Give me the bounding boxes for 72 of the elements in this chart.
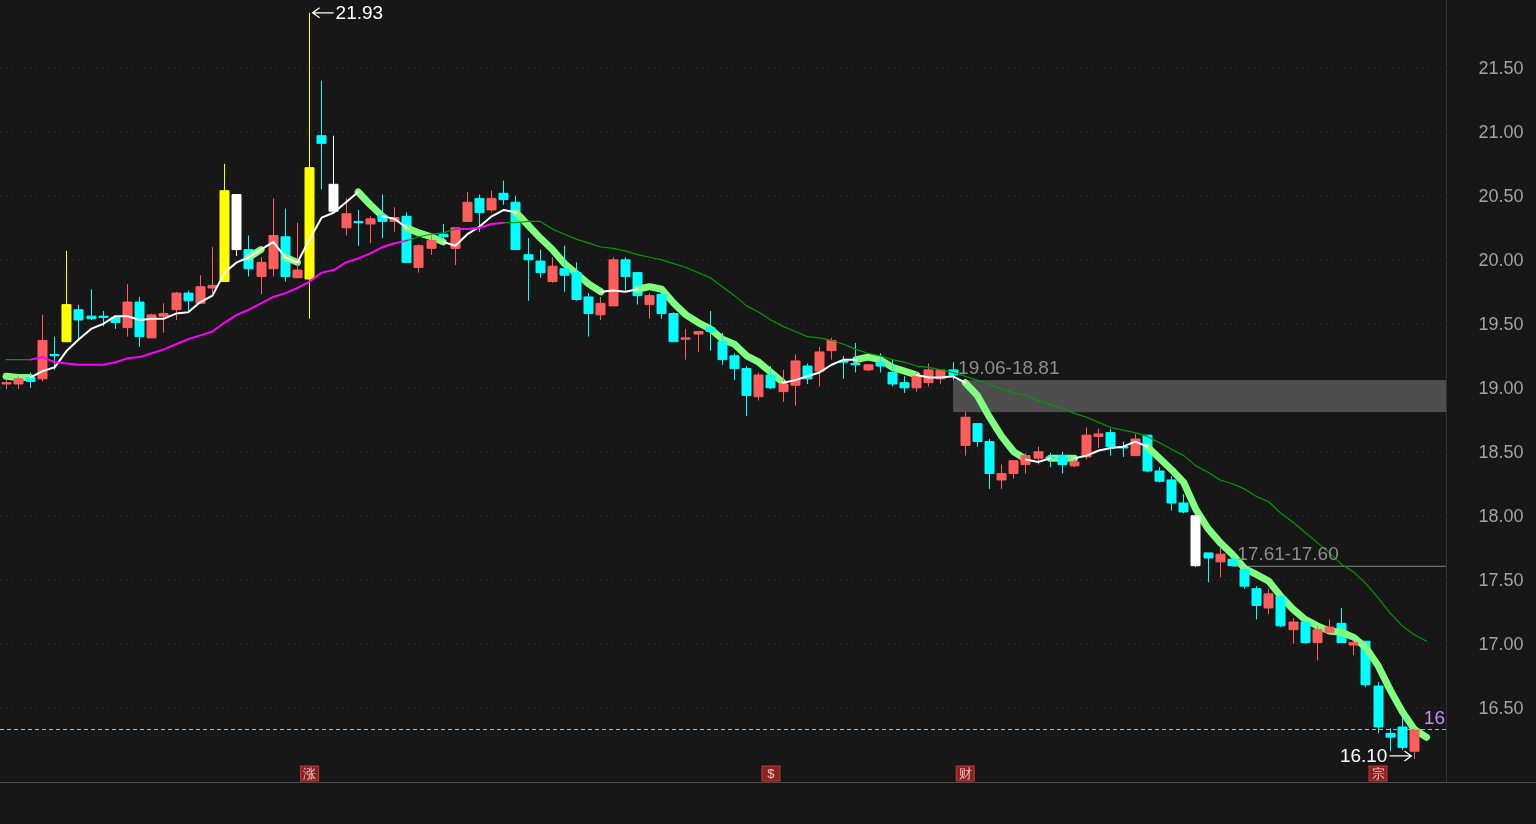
y-tick-label: 20.00: [1478, 249, 1524, 270]
candlestick: [474, 194, 485, 233]
candlestick: [644, 292, 655, 320]
candlestick: [73, 304, 84, 340]
candlestick: [1239, 566, 1250, 590]
candlestick: [875, 352, 886, 373]
candlestick: [25, 371, 36, 389]
candlestick: [1033, 446, 1044, 466]
candlestick: [863, 364, 874, 372]
candlestick: [1215, 546, 1226, 578]
candlestick: [1203, 552, 1214, 583]
candlestick: [61, 250, 72, 343]
candlestick: [705, 310, 716, 352]
y-tick-label: 19.50: [1478, 313, 1524, 334]
candlestick: [960, 411, 971, 457]
candlestick: [171, 291, 182, 321]
candlestick: [523, 237, 534, 302]
candlestick: [316, 80, 327, 190]
candlestick: [1300, 620, 1311, 645]
candlestick: [547, 256, 558, 284]
candlestick: [462, 191, 473, 222]
candlestick: [826, 337, 837, 361]
y-tick-label: 17.00: [1478, 633, 1524, 654]
candlestick: [426, 232, 437, 256]
candlestick: [1105, 428, 1116, 457]
candlestick: [535, 249, 546, 279]
y-tick-label: 18.50: [1478, 441, 1524, 462]
candlestick: [304, 12, 315, 320]
y-tick-label: 17.50: [1478, 569, 1524, 590]
candlestick: [353, 209, 364, 247]
candlestick: [1288, 617, 1299, 645]
candlestick: [850, 342, 861, 373]
candlestick: [1373, 681, 1384, 734]
candlestick: [1190, 515, 1201, 568]
band-label: 19.06-18.81: [958, 357, 1060, 379]
y-tick-label: 16.50: [1478, 697, 1524, 718]
candlestick: [595, 296, 606, 321]
candlestick: [498, 179, 509, 206]
candlestick: [341, 197, 352, 236]
candlestick: [608, 256, 619, 307]
candlestick: [219, 163, 230, 283]
candlestick: [365, 215, 376, 244]
candlestick: [49, 336, 60, 371]
candlestick: [680, 328, 691, 361]
y-tick-label: 21.00: [1478, 121, 1524, 142]
y-tick-label: 19.00: [1478, 377, 1524, 398]
candlestick: [1348, 639, 1359, 656]
candlestick: [231, 194, 242, 257]
y-tick-label: 18.00: [1478, 505, 1524, 526]
candlestick: [413, 243, 424, 274]
candlestick: [1069, 456, 1080, 468]
candlestick: [486, 190, 497, 213]
candlestick: [1275, 594, 1286, 628]
candlestick: [1409, 727, 1420, 760]
x-tick-label: $: [767, 766, 776, 781]
candlestick: [183, 290, 194, 312]
candlestick: [814, 346, 825, 388]
candlestick: [134, 296, 145, 348]
candlestick: [1263, 588, 1274, 615]
candlestick: [693, 330, 704, 353]
annotation: 16.10: [1339, 745, 1388, 767]
annotation: 21.93: [335, 2, 384, 24]
candlestick: [753, 371, 764, 402]
candlestick: [765, 365, 776, 390]
ref-line-label: 16: [1423, 706, 1445, 728]
candlestick: [1251, 585, 1262, 620]
candlestick: [1227, 556, 1238, 567]
candlestick: [292, 222, 303, 279]
candlestick: [438, 223, 449, 240]
candlestick: [122, 283, 133, 338]
y-tick-label: 20.50: [1478, 185, 1524, 206]
y-tick-label: 21.50: [1478, 57, 1524, 78]
